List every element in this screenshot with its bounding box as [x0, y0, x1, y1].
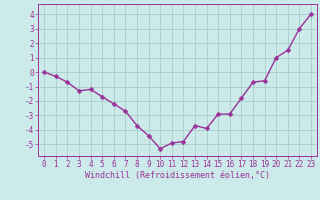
- X-axis label: Windchill (Refroidissement éolien,°C): Windchill (Refroidissement éolien,°C): [85, 171, 270, 180]
